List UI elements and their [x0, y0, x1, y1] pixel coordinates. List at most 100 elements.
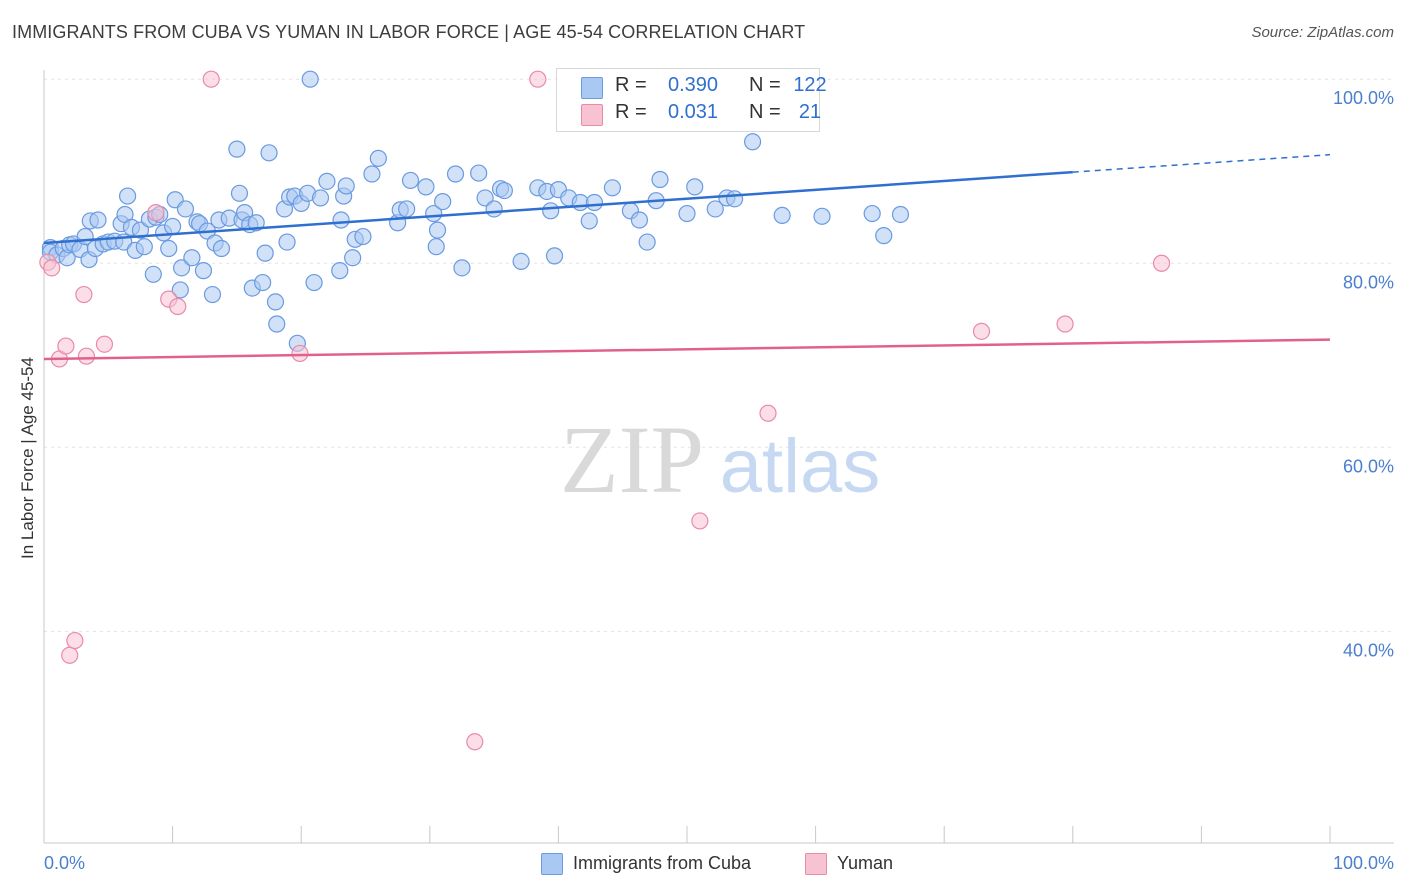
cuba-point	[176, 200, 195, 218]
yuman-point	[66, 631, 84, 650]
cuba-point	[585, 193, 604, 212]
cuba-point	[651, 170, 669, 189]
cuba-point	[118, 187, 137, 205]
cuba-point	[354, 227, 372, 246]
yuman-point	[1056, 315, 1074, 333]
cuba-point	[428, 221, 447, 239]
cuba-point	[228, 140, 246, 158]
cuba-point	[398, 200, 416, 218]
legend-n-label: N =	[749, 101, 781, 123]
cuba-point	[131, 221, 150, 239]
cuba-point	[89, 211, 107, 229]
legend-swatch-cuba	[541, 853, 563, 875]
cuba-point	[144, 265, 162, 283]
y-tick-label: 40.0%	[1343, 640, 1394, 660]
cuba-point	[580, 212, 598, 230]
cuba-point	[678, 204, 696, 223]
yuman-point	[95, 335, 114, 353]
cuba-point	[260, 144, 278, 162]
cuba-trend-line-extension	[1072, 153, 1331, 173]
cuba-point	[266, 293, 285, 311]
legend-n-value: 21	[798, 101, 822, 123]
cuba-point	[230, 184, 249, 202]
cuba-point	[171, 281, 189, 299]
cuba-point	[212, 239, 231, 258]
cuba-point	[344, 249, 362, 267]
watermark-zip: ZIP	[560, 406, 704, 513]
cuba-point	[743, 133, 762, 151]
cuba-point	[305, 273, 323, 292]
yuman-point	[77, 347, 96, 365]
legend-r-value: 0.390	[667, 74, 719, 96]
data-points	[39, 70, 1171, 751]
chart-title: IMMIGRANTS FROM CUBA VS YUMAN IN LABOR F…	[12, 22, 806, 42]
legend-n-value: 122	[793, 74, 827, 96]
cuba-point	[254, 273, 272, 292]
cuba-point	[476, 189, 494, 207]
cuba-point	[318, 172, 336, 190]
axes	[43, 70, 1394, 844]
cuba-point	[256, 244, 274, 262]
cuba-point	[331, 262, 349, 280]
cuba-point	[183, 249, 201, 267]
cuba-point	[301, 70, 319, 88]
cuba-point	[875, 227, 893, 245]
cuba-point	[401, 171, 420, 190]
cuba-point	[268, 315, 286, 333]
yuman-point	[61, 646, 79, 664]
yuman-trend-line	[43, 338, 1331, 361]
cuba-point	[638, 233, 656, 251]
cuba-point	[363, 165, 381, 183]
cuba-point	[311, 189, 330, 207]
x-tick-label: 0.0%	[44, 853, 85, 873]
cuba-point	[332, 211, 350, 229]
watermark-atlas: atlas	[720, 424, 881, 509]
cuba-point	[434, 192, 452, 211]
yuman-point	[972, 322, 991, 340]
yuman-point	[169, 297, 187, 316]
legend-label-cuba: Immigrants from Cuba	[573, 853, 752, 873]
cuba-point	[173, 259, 191, 277]
yuman-point	[147, 204, 165, 222]
cuba-point	[495, 181, 513, 200]
cuba-point	[485, 200, 503, 218]
legend-swatch-cuba	[581, 77, 603, 99]
source-label: Source: ZipAtlas.com	[1251, 24, 1394, 41]
legend-item-cuba[interactable]: Immigrants from Cuba	[541, 852, 781, 876]
correlation-legend: R = 0.390 N = 122 R = 0.031 N = 21	[556, 68, 827, 132]
yuman-point	[75, 285, 93, 304]
yuman-point	[691, 512, 709, 530]
trend-lines	[43, 153, 1331, 361]
cuba-point	[203, 285, 222, 304]
cuba-point	[686, 178, 704, 196]
cuba-trend-line	[43, 170, 1073, 245]
cuba-point	[135, 238, 153, 256]
cuba-point	[545, 247, 564, 265]
yuman-point	[759, 404, 777, 422]
y-tick-label: 80.0%	[1343, 272, 1394, 292]
legend-swatch-yuman	[581, 104, 603, 126]
cuba-point	[453, 259, 471, 277]
legend-swatch-yuman	[805, 853, 827, 875]
x-tick-label: 100.0%	[1333, 853, 1394, 873]
legend-label-yuman: Yuman	[837, 853, 894, 873]
cuba-point	[194, 262, 213, 280]
y-tick-label: 100.0%	[1333, 88, 1394, 108]
cuba-point	[891, 205, 910, 224]
cuba-point	[773, 206, 791, 224]
tick-labels: 40.0% 60.0% 80.0% 100.0% 0.0% 100.0%	[44, 88, 1394, 873]
yuman-point	[57, 337, 75, 355]
cuba-point	[278, 233, 296, 251]
cuba-point	[369, 149, 387, 167]
legend-n-label: N =	[749, 74, 781, 96]
cuba-point	[337, 177, 355, 195]
cuba-point	[470, 164, 488, 182]
legend-item-yuman[interactable]: Yuman	[805, 852, 915, 876]
cuba-point	[706, 200, 724, 218]
cuba-point	[417, 178, 435, 196]
yuman-point	[529, 70, 547, 88]
yuman-point	[291, 344, 309, 363]
yuman-point	[466, 733, 484, 751]
cuba-point	[863, 204, 881, 223]
